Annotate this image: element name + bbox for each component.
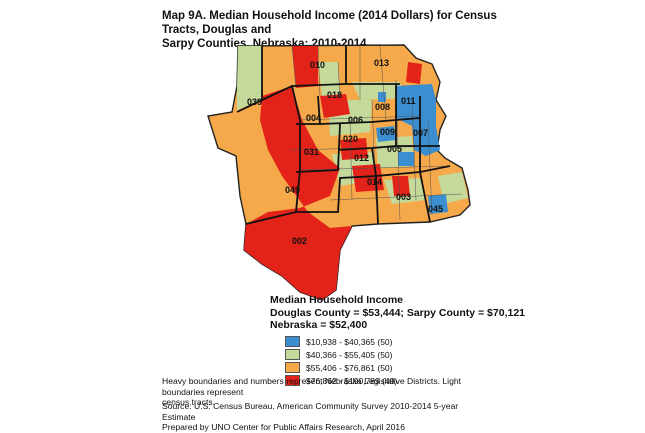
notes-line-1: Heavy boundaries and numbers represent N… — [162, 376, 462, 397]
legend-item: $55,406 - $76,861 (50) — [285, 362, 530, 374]
map-title-line-1: Map 9A. Median Household Income (2014 Do… — [162, 10, 497, 36]
tract-green-northwest — [237, 46, 262, 110]
source-line-2: Prepared by UNO Center for Public Affair… — [162, 422, 405, 432]
tract-green-northeast — [352, 82, 404, 100]
legend-swatch — [285, 336, 300, 347]
map-notes: Heavy boundaries and numbers represent N… — [162, 376, 492, 408]
legend-label: $76,862 - $190,789 (49) — [306, 375, 398, 386]
district-label: 009 — [380, 127, 395, 137]
district-label: 039 — [247, 97, 262, 107]
legend-items: $10,938 - $40,365 (50) $40,366 - $55,405… — [285, 336, 530, 387]
legend-label: $10,938 - $40,365 (50) — [306, 336, 393, 347]
legend-item: $76,862 - $190,789 (49) — [285, 375, 530, 387]
tract-red-southeast — [392, 176, 410, 196]
legend-label: $55,406 - $76,861 (50) — [306, 362, 393, 373]
tract-red-northcentral — [320, 94, 350, 118]
tract-green-north — [318, 62, 340, 98]
tract-red-north — [292, 46, 318, 88]
legend-county-medians: Douglas County = $53,444; Sarpy County =… — [270, 306, 526, 319]
district-label: 018 — [327, 90, 342, 100]
legend-label: $40,366 - $55,405 (50) — [306, 349, 393, 360]
district-label: 013 — [374, 58, 389, 68]
district-label: 020 — [343, 134, 358, 144]
legend-title: Median Household Income — [270, 294, 404, 306]
tract-blue-southeast — [428, 194, 448, 214]
source-line-1: Source: U.S. Census Bureau, American Com… — [162, 401, 459, 422]
district-label: 008 — [375, 102, 390, 112]
district-label: 002 — [292, 236, 307, 246]
legend-item: $10,938 - $40,365 (50) — [285, 336, 530, 348]
district-label: 006 — [348, 115, 363, 125]
district-label: 012 — [354, 153, 369, 163]
map-legend: Median Household Income Douglas County =… — [270, 294, 530, 388]
district-label: 004 — [306, 113, 321, 123]
district-label: 045 — [428, 204, 443, 214]
legend-item: $40,366 - $55,405 (50) — [285, 349, 530, 361]
legend-swatch — [285, 375, 300, 386]
tract-blue-small — [378, 92, 386, 102]
tract-blue-east — [398, 152, 414, 166]
district-label: 010 — [310, 60, 325, 70]
district-label: 049 — [285, 185, 300, 195]
district-label: 007 — [413, 128, 428, 138]
map-source: Source: U.S. Census Bureau, American Com… — [162, 401, 492, 433]
district-label: 005 — [387, 144, 402, 154]
district-label: 014 — [367, 177, 382, 187]
district-label: 011 — [401, 96, 416, 106]
legislative-district-boundaries — [236, 46, 451, 225]
notes-line-2: census tracts. — [162, 397, 216, 407]
district-label: 003 — [396, 192, 411, 202]
map-title: Map 9A. Median Household Income (2014 Do… — [162, 9, 502, 51]
tract-red-east — [406, 62, 422, 84]
legend-swatch — [285, 349, 300, 360]
tract-blue-central — [376, 126, 396, 142]
legend-swatch — [285, 362, 300, 373]
legend-state-median: Nebraska = $52,400 — [270, 319, 368, 331]
district-label: 031 — [304, 147, 319, 157]
district-labels: 010 013 039 018 008 011 004 006 007 020 … — [247, 58, 443, 246]
